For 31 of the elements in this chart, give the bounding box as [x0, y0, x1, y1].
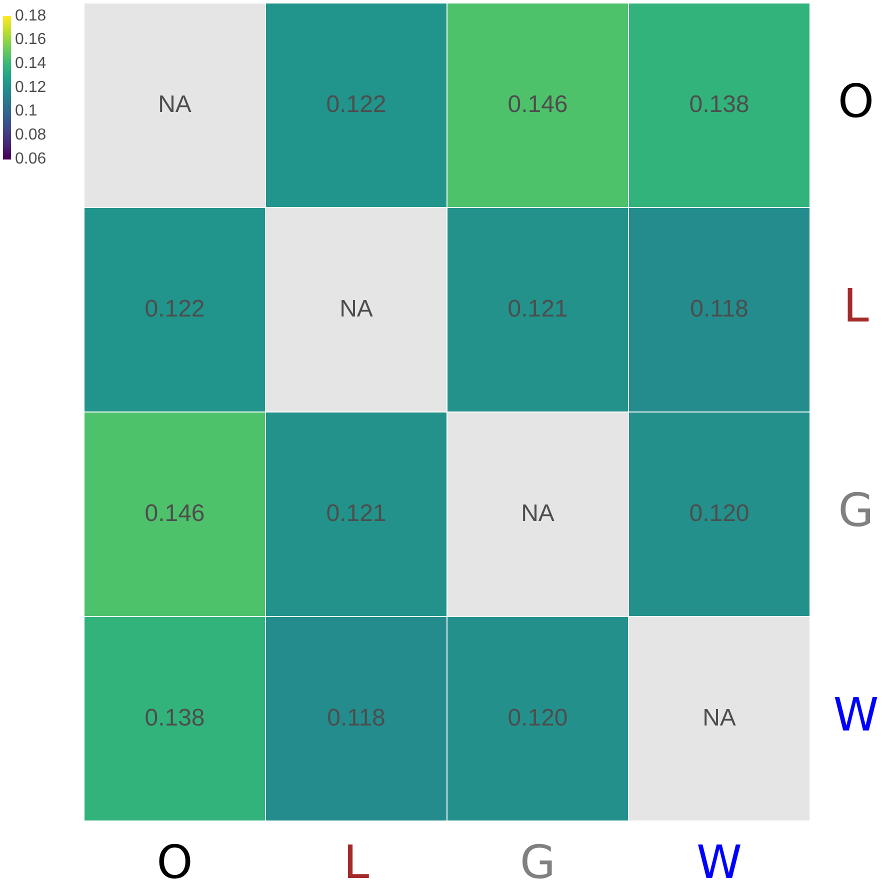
text: NA — [521, 500, 554, 527]
y-tick-label: G — [838, 483, 874, 538]
data-label: 0.122 — [144, 295, 205, 322]
data-label: 0.121 — [508, 295, 568, 322]
data-label: 0.118 — [690, 295, 748, 322]
data-label: 0.122 — [326, 90, 386, 118]
y-tick-label: O — [838, 74, 874, 128]
x-tick-label: G — [520, 834, 556, 889]
y-tick-label: L — [843, 278, 870, 333]
text: NA — [340, 295, 373, 322]
data-label: 0.121 — [326, 500, 386, 527]
data-label: 0.138 — [689, 90, 750, 118]
x-tick-label: W — [696, 834, 742, 889]
data-label: 0.120 — [689, 500, 750, 527]
color-bar-label: 0.1 — [15, 102, 38, 120]
text: NA — [702, 704, 736, 732]
color-bar-label: 0.06 — [15, 150, 46, 168]
text: NA — [158, 90, 192, 118]
y-tick-label: W — [833, 688, 879, 742]
data-label: 0.146 — [508, 90, 568, 118]
color-bar-label: 0.14 — [15, 55, 46, 72]
data-label: 0.138 — [144, 704, 205, 732]
x-tick-label: O — [156, 834, 193, 889]
color-bar-label: 0.16 — [15, 31, 46, 48]
color-bar-label: 0.08 — [15, 126, 46, 144]
x-tick-label: L — [343, 834, 370, 889]
data-label: 0.118 — [327, 704, 386, 732]
color-bar-label: 0.18 — [15, 7, 46, 24]
data-label: 0.146 — [144, 500, 205, 527]
color-bar-label: 0.12 — [15, 78, 46, 96]
data-label: 0.120 — [508, 704, 568, 732]
